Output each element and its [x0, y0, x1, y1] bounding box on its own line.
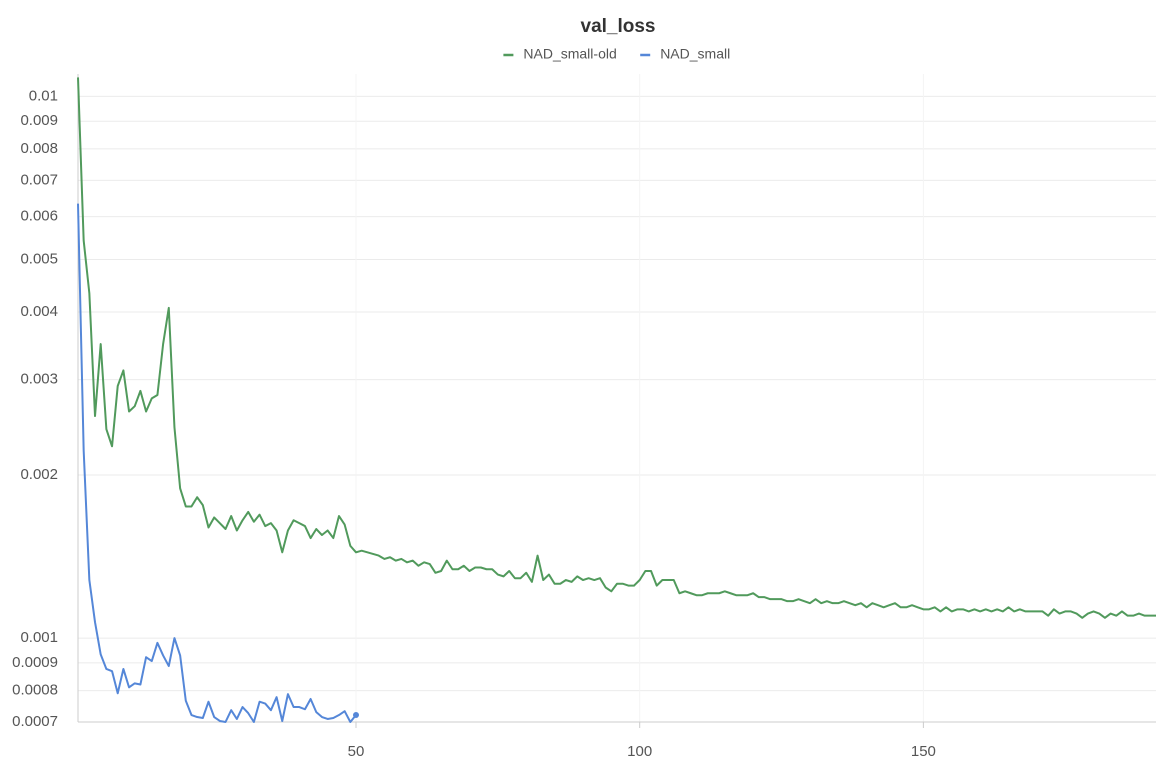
- chart-title: val_loss: [581, 16, 656, 37]
- series-line: [77, 203, 357, 723]
- y-tick-label: 0.006: [20, 208, 58, 225]
- legend: NAD_small-old NAD_small: [503, 46, 730, 62]
- y-tick-label: 0.0007: [12, 713, 58, 730]
- y-tick-label: 0.003: [20, 371, 58, 388]
- y-tick-label: 0.009: [20, 112, 58, 129]
- y-tick-label: 0.01: [29, 87, 58, 104]
- y-tick-label: 0.001: [20, 629, 58, 646]
- y-tick-label: 0.007: [20, 171, 58, 188]
- y-tick-label: 0.0009: [12, 654, 58, 671]
- x-tick-label: 150: [911, 743, 936, 760]
- grid: [78, 74, 1156, 723]
- y-tick-label: 0.002: [20, 466, 58, 483]
- y-tick-label: 0.005: [20, 250, 58, 267]
- series-line: [77, 77, 1156, 619]
- plot-lines: [77, 77, 1156, 723]
- axes: 0.0007 0.0008 0.0009 0.001 0.002 0.003 0.004 0.…: [12, 74, 1156, 760]
- end-marker: [353, 712, 360, 719]
- legend-label: NAD_small-old: [523, 46, 616, 62]
- y-tick-label: 0.008: [20, 140, 58, 157]
- x-tick-label: 100: [627, 743, 652, 760]
- y-tick-label: 0.0008: [12, 682, 58, 699]
- x-tick-label: 50: [348, 743, 365, 760]
- legend-label: NAD_small: [660, 46, 730, 62]
- y-tick-label: 0.004: [20, 303, 58, 320]
